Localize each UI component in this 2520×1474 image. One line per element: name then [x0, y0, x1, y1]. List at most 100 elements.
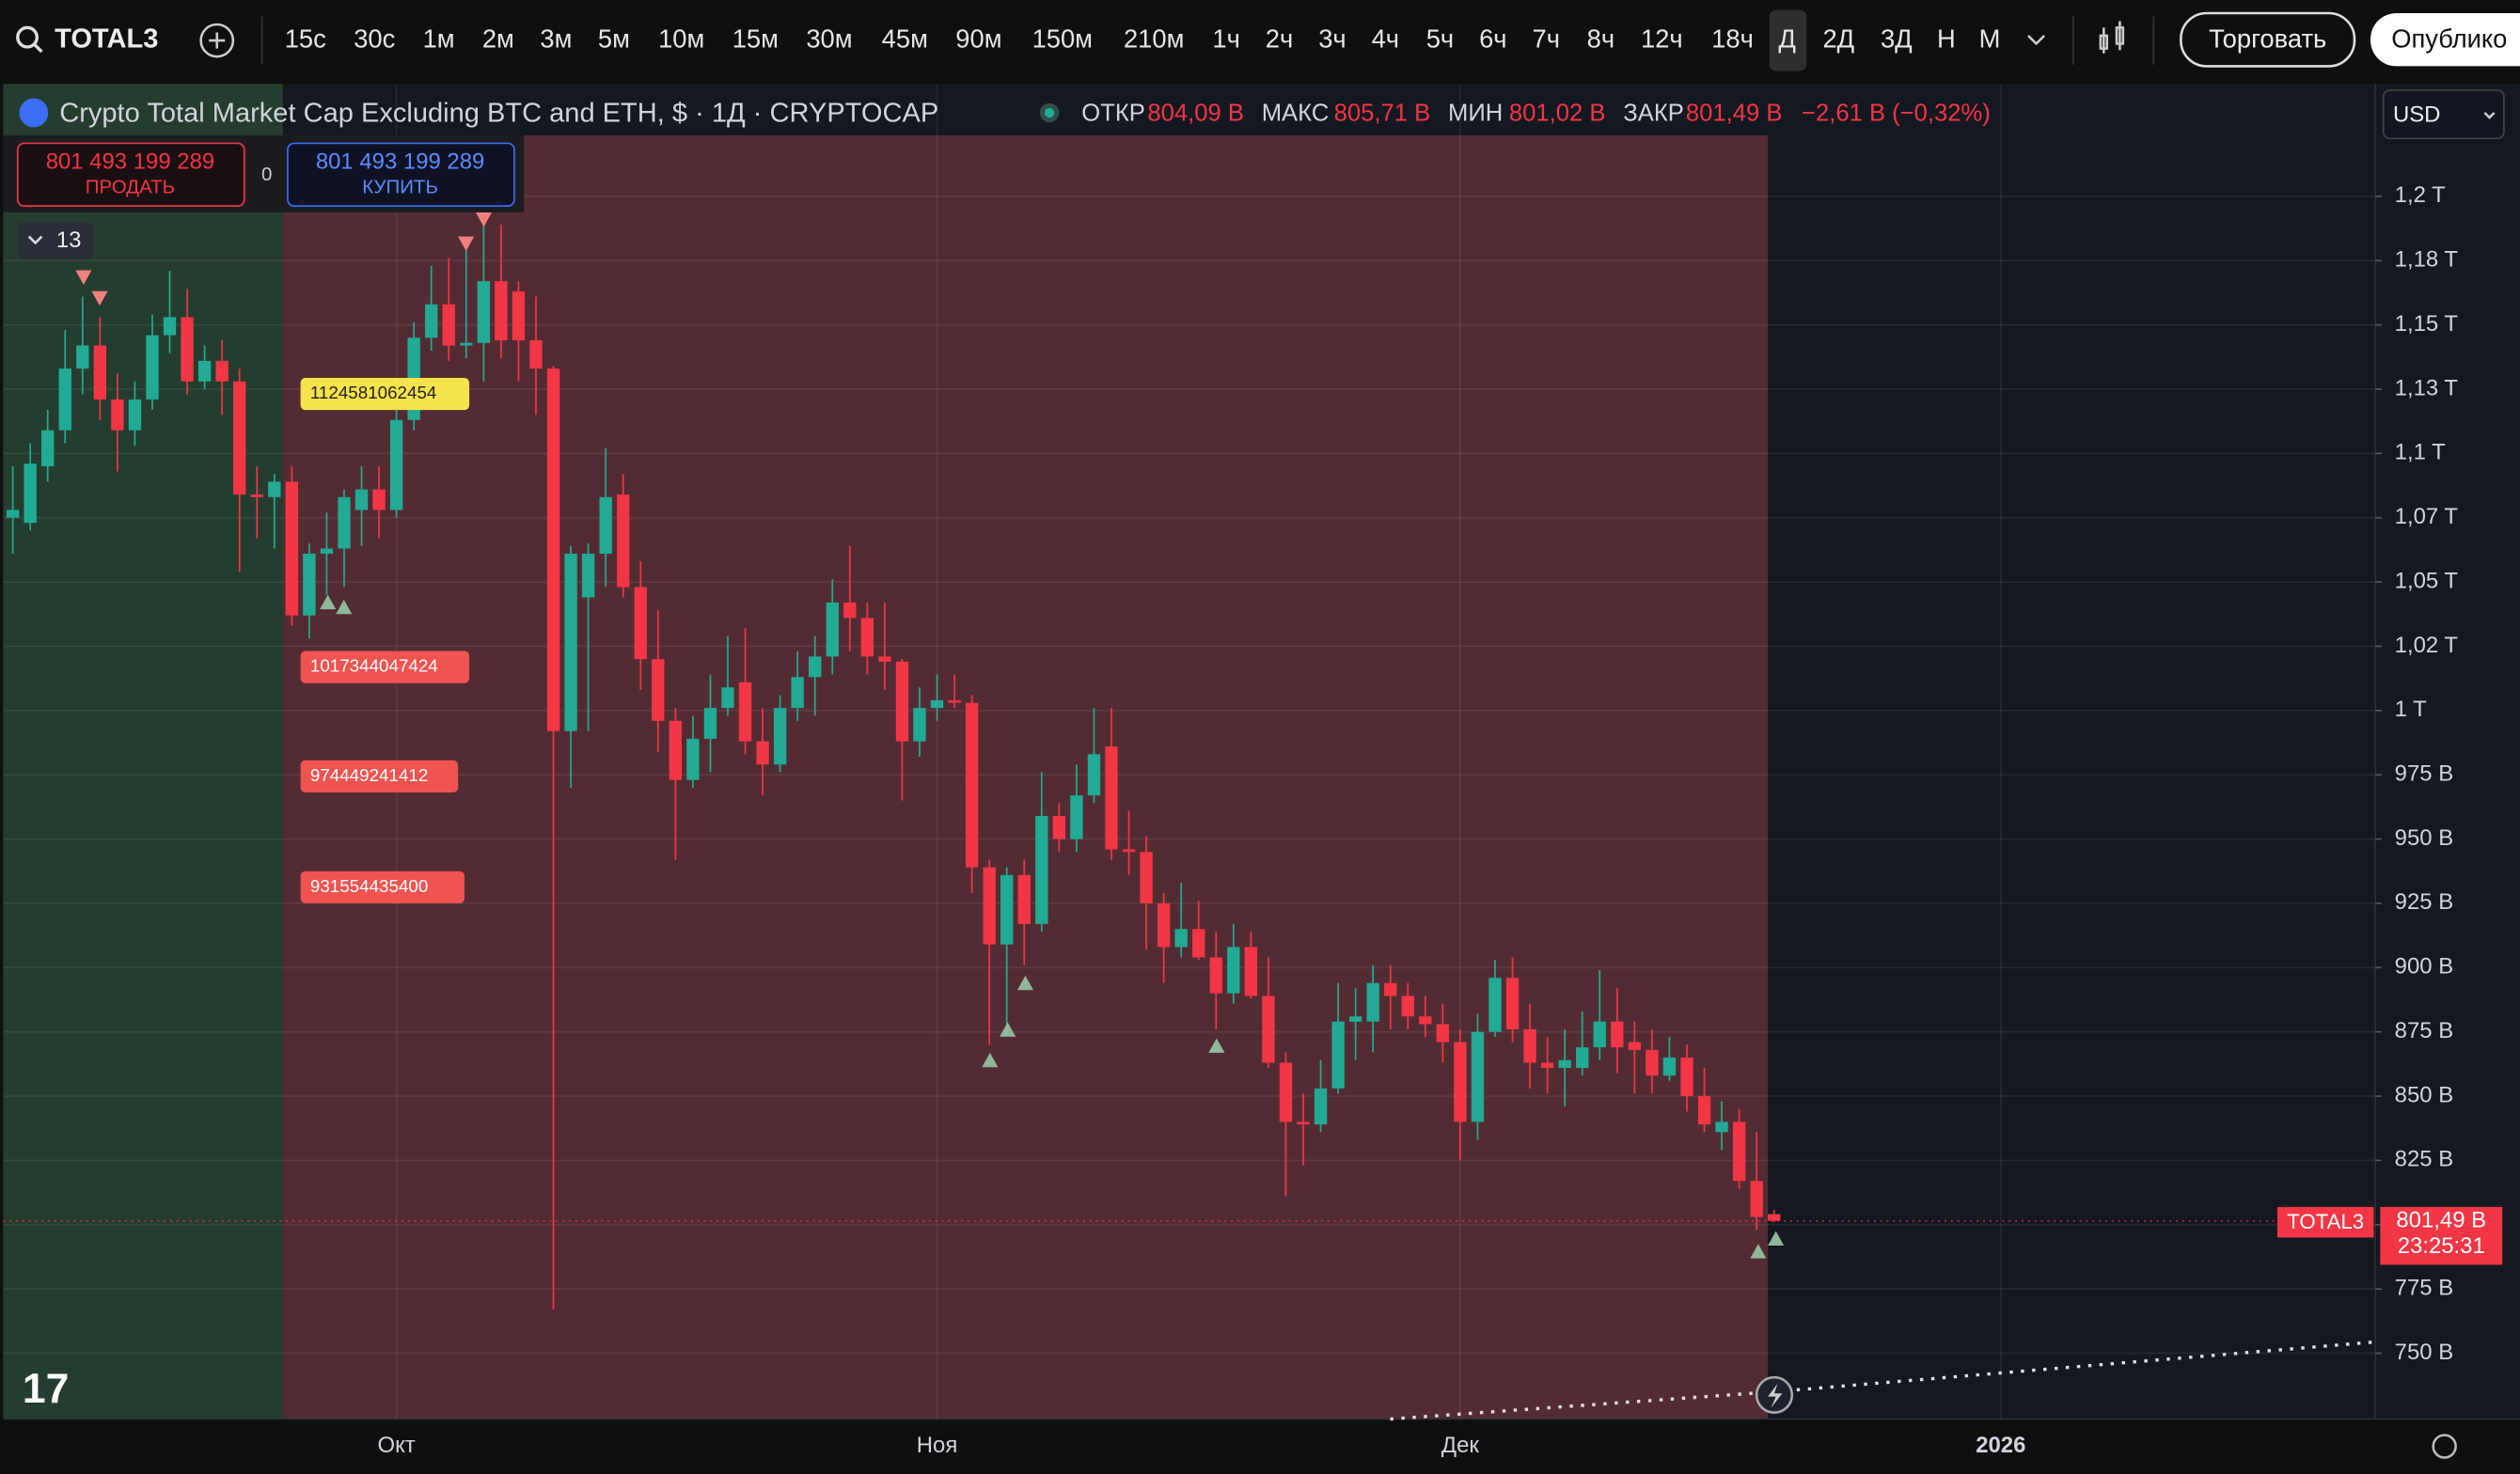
interval[interactable]: 18ч [1711, 24, 1754, 53]
indicators-count[interactable]: 13 [56, 227, 82, 253]
interval[interactable]: 1ч [1212, 24, 1239, 53]
interval[interactable]: 45м [882, 24, 928, 53]
level-label: 931554435400 [310, 876, 428, 896]
sell-price[interactable]: 801 493 199 289 [46, 149, 214, 174]
buy-price[interactable]: 801 493 199 289 [316, 149, 484, 174]
y-tick-label: 850 B [2395, 1082, 2453, 1107]
y-tick-label: 1,15 T [2395, 311, 2459, 337]
candle-body [1697, 1096, 1711, 1125]
sell-label[interactable]: ПРОДАТЬ [86, 177, 175, 198]
interval[interactable]: 2ч [1266, 24, 1293, 53]
green-zone [3, 84, 283, 1419]
chart-type-icon[interactable] [2099, 21, 2125, 54]
candle-body [1366, 982, 1379, 1022]
interval[interactable]: 30с [354, 24, 395, 53]
candle-body [878, 656, 891, 662]
candle-body [1331, 1021, 1345, 1089]
candle-body [1384, 982, 1397, 996]
ohlc-label: МАКС [1262, 100, 1330, 126]
candle-body [546, 368, 560, 731]
buy-label[interactable]: КУПИТЬ [362, 177, 438, 198]
interval[interactable]: 3Д [1881, 24, 1913, 53]
currency-select[interactable] [2382, 89, 2505, 140]
candle-body [703, 708, 717, 739]
candle-body [791, 677, 804, 709]
publish-button-label[interactable]: Опублико [2391, 24, 2507, 53]
candle-body [1279, 1062, 1293, 1122]
candle-body [1401, 996, 1414, 1017]
symbol-tag-label: TOTAL3 [2287, 1210, 2364, 1233]
interval[interactable]: 2м [482, 24, 514, 53]
interval[interactable]: 90м [955, 24, 1001, 53]
candle-body [843, 602, 857, 619]
candle-body [948, 699, 961, 703]
interval[interactable]: 5ч [1426, 24, 1454, 53]
interval[interactable]: 30м [806, 24, 852, 53]
publish-button[interactable] [2370, 13, 2520, 67]
interval[interactable]: 2Д [1822, 24, 1854, 53]
interval[interactable]: 5м [598, 24, 630, 53]
level-label: 974449241412 [310, 765, 428, 785]
search-icon[interactable] [16, 25, 39, 49]
sell-button[interactable] [16, 142, 245, 207]
interval[interactable]: 1м [423, 24, 455, 53]
symbol-tag [2276, 1206, 2374, 1238]
candle-body [1593, 1021, 1606, 1048]
buy-button[interactable] [287, 142, 515, 207]
candle-body [1436, 1024, 1450, 1043]
y-tick-label: 825 B [2395, 1147, 2453, 1172]
candle-body [442, 304, 455, 346]
candle-body [1262, 996, 1275, 1063]
ohlc-value: 804,09 B [1147, 100, 1244, 126]
candle-body [495, 281, 508, 341]
candle-body [128, 399, 142, 431]
interval-menu[interactable] [2027, 35, 2045, 46]
symbol[interactable]: TOTAL3 [55, 24, 158, 55]
interval[interactable]: 3ч [1318, 24, 1346, 53]
ohlc-value: 801,02 B [1509, 100, 1606, 126]
interval[interactable]: 7ч [1533, 24, 1560, 53]
currency[interactable]: USD [2393, 102, 2440, 128]
interval[interactable]: 8ч [1587, 24, 1614, 53]
interval[interactable]: Н [1937, 24, 1956, 53]
interval[interactable]: М [1979, 24, 2001, 53]
series-name[interactable]: Crypto Total Market Cap Excluding BTC an… [59, 98, 938, 128]
settings-icon[interactable] [2432, 1434, 2457, 1459]
interval[interactable]: 10м [658, 24, 704, 53]
interval[interactable]: 15с [285, 24, 326, 53]
indicators-toggle[interactable] [17, 222, 94, 259]
spread: 0 [261, 164, 272, 185]
candle-body [1157, 902, 1171, 948]
projection-line [1390, 1389, 1775, 1421]
add-symbol[interactable] [199, 23, 235, 58]
candle-body [41, 430, 55, 467]
interval[interactable]: 210м [1124, 24, 1184, 53]
candle-body [1227, 947, 1240, 994]
sell-signal [458, 236, 475, 251]
sell-signal [91, 290, 108, 306]
interval[interactable]: 4ч [1372, 24, 1399, 53]
candle-body [581, 554, 595, 598]
candle-body [930, 699, 944, 709]
candle-body [285, 481, 299, 616]
ohlc-value: 805,71 B [1334, 100, 1431, 126]
candle-body [233, 381, 246, 495]
interval[interactable]: Д [1778, 24, 1796, 53]
y-tick-label: 1,07 T [2395, 504, 2459, 529]
interval[interactable]: 12ч [1641, 24, 1683, 53]
level-tag [300, 870, 465, 903]
candle-body [617, 494, 630, 588]
candle-body [1540, 1062, 1554, 1068]
interval[interactable]: 6ч [1479, 24, 1506, 53]
candle-body [599, 496, 612, 555]
buy-signal [1000, 1022, 1016, 1037]
interval[interactable]: 15м [732, 24, 779, 53]
candle-body [826, 602, 839, 657]
trade-button[interactable] [2180, 11, 2356, 68]
interval[interactable]: 150м [1032, 24, 1093, 53]
y-tick-label: 900 B [2395, 954, 2453, 980]
interval[interactable]: 3м [540, 24, 572, 53]
candle-body [1558, 1059, 1571, 1068]
trade-button-label[interactable]: Торговать [2209, 24, 2326, 53]
